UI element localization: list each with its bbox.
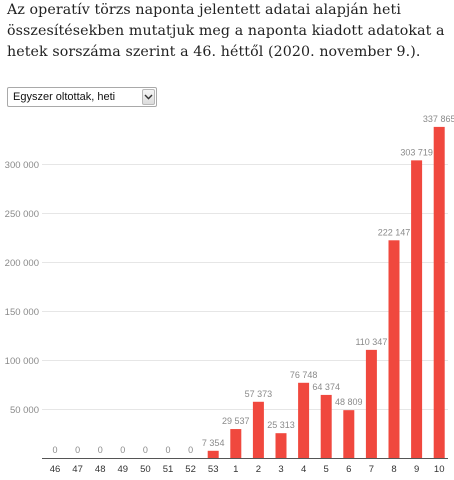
value-label: 0: [165, 445, 170, 455]
x-tick-label: 8: [391, 464, 396, 475]
chevron-down-icon[interactable]: [142, 89, 155, 105]
bar: [433, 126, 445, 458]
x-tick-label: 49: [118, 464, 129, 475]
value-label: 0: [75, 445, 80, 455]
x-tick-label: 2: [256, 464, 261, 475]
value-label: 222 147: [378, 227, 411, 237]
value-labels: 0 0 0 0 0 0 0 7 354 29 537 57 373 25 313 76 748 64 3…: [52, 114, 454, 455]
dataset-select[interactable]: Egyszer oltottak, heti: [7, 87, 157, 107]
value-label: 25 313: [267, 420, 295, 430]
value-label: 76 748: [290, 370, 318, 380]
bar: [411, 160, 423, 458]
x-tick-label: 52: [185, 464, 196, 475]
y-tick-label: 300 000: [5, 160, 39, 171]
y-tick-label: 50 000: [10, 405, 39, 416]
bar: [320, 394, 332, 458]
bars: [207, 126, 445, 458]
y-axis-ticks: 50 000 100 000 150 000 200 000 250 000 300 00…: [5, 160, 39, 416]
x-axis-ticks: 46 47 48 49 50 51 52 53 1 2 3 4 5 6 7 8 9 10: [50, 464, 445, 475]
value-label: 29 537: [222, 416, 250, 426]
y-tick-label: 250 000: [5, 209, 39, 220]
y-tick-label: 200 000: [5, 258, 39, 269]
bar: [388, 240, 400, 458]
x-tick-label: 6: [346, 464, 351, 475]
bar: [207, 450, 219, 458]
x-tick-label: 7: [369, 464, 374, 475]
bar: [343, 410, 355, 458]
bar: [252, 401, 264, 458]
bar: [298, 382, 310, 458]
value-label: 48 809: [335, 397, 363, 407]
value-label: 7 354: [202, 438, 225, 448]
value-label: 0: [52, 445, 57, 455]
x-tick-label: 10: [434, 464, 445, 475]
value-label: 57 373: [245, 389, 273, 399]
value-label: 337 865: [423, 114, 454, 124]
x-tick-label: 5: [324, 464, 329, 475]
value-label: 110 347: [355, 337, 387, 347]
value-label: 0: [143, 445, 148, 455]
x-tick-label: 47: [72, 464, 83, 475]
value-label: 0: [188, 445, 193, 455]
intro-text: Az operatív törzs naponta jelentett adat…: [7, 2, 445, 60]
bar: [275, 433, 287, 458]
x-tick-label: 51: [163, 464, 174, 475]
x-tick-label: 3: [278, 464, 283, 475]
bar: [365, 349, 377, 458]
y-tick-label: 100 000: [5, 356, 39, 367]
grid-lines: [42, 164, 448, 410]
x-tick-label: 4: [301, 464, 306, 475]
x-tick-label: 48: [95, 464, 106, 475]
dataset-select-value: Egyszer oltottak, heti: [13, 91, 116, 103]
x-tick-label: 9: [414, 464, 419, 475]
x-tick-label: 46: [50, 464, 61, 475]
x-tick-label: 50: [140, 464, 151, 475]
y-tick-label: 150 000: [5, 307, 39, 318]
x-tick-label: 1: [233, 464, 238, 475]
value-label: 303 719: [400, 147, 433, 157]
value-label: 0: [98, 445, 103, 455]
x-tick-label: 53: [208, 464, 219, 475]
value-label: 64 374: [312, 382, 340, 392]
value-label: 0: [120, 445, 125, 455]
bar: [230, 429, 242, 458]
